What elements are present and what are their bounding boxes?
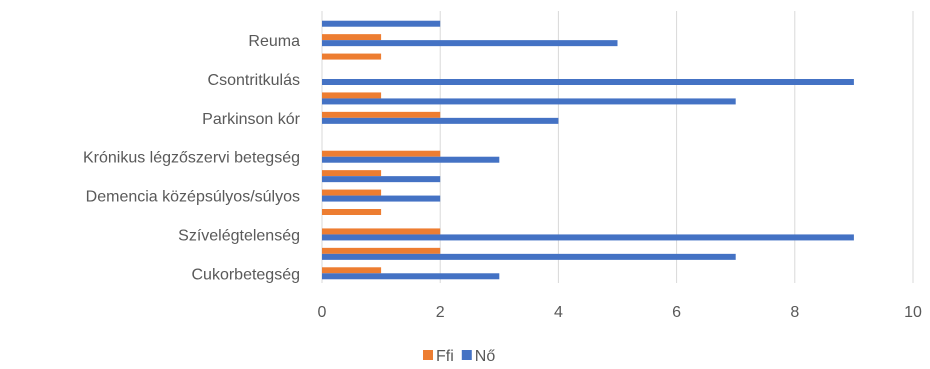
x-tick-label: 2	[436, 304, 445, 321]
bar-ffi-5	[322, 170, 382, 177]
bar-ffi-11	[322, 53, 382, 60]
bar-ffi-3	[322, 209, 382, 215]
legend: Ffi Nő	[423, 348, 495, 365]
bar-no-10	[322, 79, 854, 85]
category-label: Cukorbetegség	[191, 266, 300, 283]
bar-ffi-4	[322, 189, 382, 196]
x-tick-label: 10	[904, 304, 922, 321]
x-tick-labels: 0 2 4 6 8 10	[318, 304, 922, 321]
legend-swatch-ffi	[423, 350, 433, 360]
bar-no-6	[322, 156, 500, 163]
x-tick-label: 6	[672, 304, 681, 321]
legend-label-no: Nő	[475, 348, 496, 365]
bar-no-1	[322, 253, 736, 260]
category-label: Parkinson kór	[202, 111, 300, 128]
bar-no-5	[322, 176, 441, 183]
bar-ffi-12	[322, 34, 382, 41]
gridlines	[321, 11, 914, 283]
bar-no-4	[322, 195, 441, 202]
bar-no-9	[322, 98, 736, 105]
bar-ffi-8	[322, 111, 441, 118]
bar-ffi-6	[322, 150, 441, 157]
bar-ffi-1	[322, 247, 441, 254]
bar-no-12	[322, 40, 618, 47]
bar-ffi-9	[322, 92, 382, 99]
bar-no-2	[322, 234, 854, 241]
bar-ffi-2	[322, 228, 441, 235]
legend-label-ffi: Ffi	[436, 348, 454, 365]
category-label: Csontritkulás	[208, 72, 300, 89]
x-tick-label: 0	[318, 304, 327, 321]
category-label: Krónikus légzőszervi betegség	[83, 150, 300, 167]
bar-no-13	[322, 20, 441, 27]
category-labels: Cukorbetegség Szívelégtelenség Demencia kö…	[83, 33, 301, 283]
bar-no-8	[322, 117, 559, 124]
x-tick-label: 8	[790, 304, 799, 321]
category-label: Szívelégtelenség	[178, 227, 300, 244]
category-label: Reuma	[248, 33, 300, 50]
x-tick-label: 4	[554, 304, 563, 321]
bar-ffi-0	[322, 267, 382, 274]
category-label: Demencia középsúlyos/súlyos	[86, 189, 300, 206]
bar-no-0	[322, 273, 500, 280]
bars	[322, 20, 854, 280]
legend-swatch-no	[461, 350, 472, 360]
